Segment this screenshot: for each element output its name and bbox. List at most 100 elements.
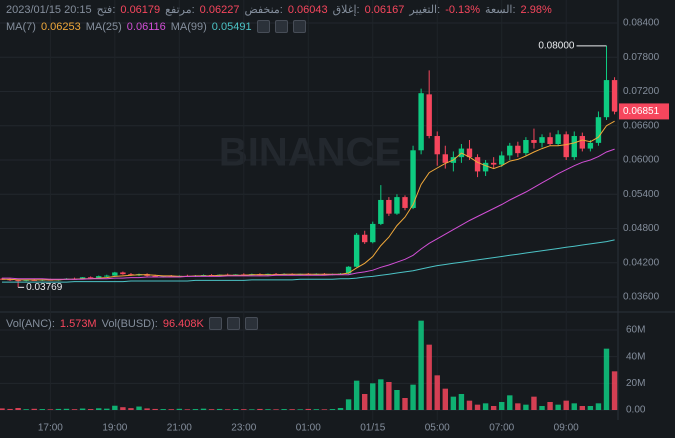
volume-bar: [345, 399, 352, 410]
volume-bar: [531, 396, 537, 410]
candle-body: [603, 80, 610, 118]
volume-bar: [289, 409, 295, 410]
candle-body: [587, 142, 594, 149]
candle-body: [152, 275, 158, 277]
field-label: إغلاق:: [332, 4, 360, 16]
vol-value: 96.408K: [162, 317, 204, 330]
candle-body: [370, 223, 376, 243]
volume-bar: [394, 390, 400, 410]
volume-bar: [281, 409, 287, 410]
volume-bar: [313, 409, 320, 410]
volume-bar: [426, 344, 432, 410]
candle-body: [499, 155, 505, 165]
x-tick-label: 21:00: [167, 423, 192, 434]
volume-bar: [71, 409, 78, 410]
field-value: 0.06043: [287, 3, 328, 16]
volume-bar: [15, 408, 21, 410]
volume-bar: [499, 402, 505, 410]
volume-bar: [329, 409, 336, 410]
candle-body: [345, 266, 352, 274]
candle-body: [523, 140, 529, 154]
volume-bar: [611, 371, 618, 410]
y-tick-label: 0.07800: [623, 52, 660, 63]
volume-bar: [192, 409, 199, 410]
candle-body: [402, 197, 408, 208]
volume-bar: [152, 408, 158, 410]
volume-bar: [410, 384, 416, 410]
volume-bar: [370, 383, 376, 410]
volume-bar: [490, 406, 497, 410]
legend-icon[interactable]: [256, 20, 270, 33]
x-tick-label: 17:00: [38, 423, 63, 434]
candle-body: [474, 157, 481, 172]
volume-bar: [233, 409, 239, 410]
volume-bar: [458, 394, 465, 410]
volume-legend: Vol(ANC): 1.573M Vol(BUSD): 96.408K: [6, 317, 258, 330]
legend-icon[interactable]: [274, 20, 288, 33]
candle-body: [490, 162, 497, 165]
y-tick-label: 0.07200: [623, 86, 660, 97]
vol-tick-label: 40M: [626, 351, 645, 362]
candle-body: [104, 275, 110, 277]
candle-body: [611, 80, 618, 112]
volume-bar: [55, 408, 62, 410]
volume-bar: [466, 400, 473, 410]
legend-icon[interactable]: [208, 317, 222, 330]
vol-value: 1.573M: [59, 317, 97, 330]
volume-bar: [378, 379, 384, 410]
volume-bar: [96, 408, 102, 410]
field-label: السعة:: [485, 4, 516, 16]
legend-icon[interactable]: [244, 317, 258, 330]
ma-line: [2, 120, 615, 281]
volume-bar: [241, 409, 247, 410]
candle-body: [353, 234, 360, 267]
candle-body: [120, 272, 126, 275]
candle-body: [579, 136, 586, 149]
volume-bar: [587, 406, 594, 410]
candle-body: [442, 154, 448, 163]
volume-bar: [442, 388, 448, 410]
volume-bar: [216, 408, 223, 410]
ma-value: 0.06116: [126, 20, 166, 33]
legend-icon[interactable]: [226, 317, 240, 330]
volume-bar: [176, 408, 183, 410]
y-tick-label: 0.04200: [623, 257, 660, 268]
candle-body: [571, 136, 577, 158]
field-value: 2.98%: [520, 3, 552, 16]
volume-bar: [579, 406, 586, 410]
volume-bar: [386, 382, 392, 410]
candle-body: [595, 117, 602, 143]
field-label: التغيير:: [409, 4, 441, 16]
field-label: مرتفع:: [165, 4, 195, 16]
volume-bar: [224, 409, 231, 410]
candle-body: [555, 134, 561, 145]
volume-bar: [79, 408, 86, 410]
x-tick-label: 23:00: [231, 423, 256, 434]
vol-name: Vol(BUSD):: [101, 317, 158, 330]
ohlc-header: 2023/01/15 20:15 فتح: 0.06179 مرتفع: 0.06227…: [6, 3, 552, 17]
volume-bar: [249, 409, 255, 410]
volume-bar: [120, 407, 126, 410]
volume-bar: [555, 404, 561, 410]
ma-name: MA(7): [6, 20, 36, 33]
candle-body: [410, 150, 416, 208]
volume-bar: [450, 396, 457, 410]
volume-bar: [305, 408, 311, 410]
watermark: BINANCE: [219, 131, 401, 175]
y-tick-label: 0.04800: [623, 223, 660, 234]
candle-body: [507, 145, 513, 156]
y-tick-label: 0.06000: [623, 155, 660, 166]
vol-name: Vol(ANC):: [6, 317, 55, 330]
volume-bar: [523, 404, 529, 410]
legend-icon[interactable]: [292, 20, 306, 33]
volume-bar: [434, 375, 440, 410]
header-time: 2023/01/15 20:15: [6, 3, 92, 16]
volume-bar: [297, 409, 303, 410]
field-label: منخفض:: [244, 4, 283, 16]
ma-name: MA(25): [85, 20, 122, 33]
y-tick-label: 0.06600: [623, 120, 660, 131]
max-label: 0.08000: [538, 40, 575, 51]
candle-body: [87, 277, 94, 279]
volume-bar: [39, 409, 45, 410]
